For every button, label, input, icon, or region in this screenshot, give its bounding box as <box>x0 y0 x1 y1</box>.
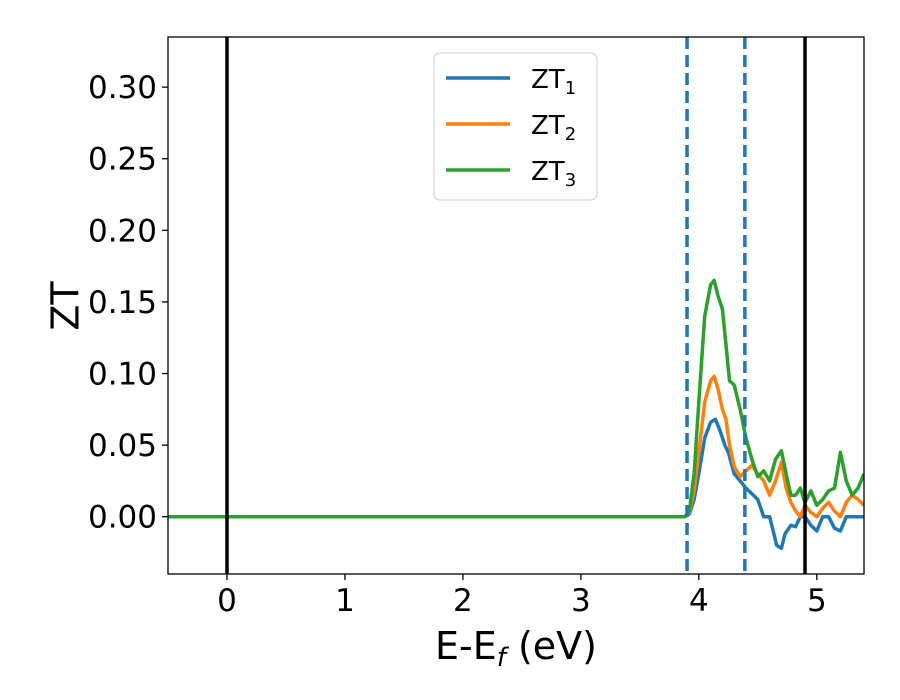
series-line-1 <box>168 417 864 550</box>
x-axis-title-main: E-E <box>435 624 497 668</box>
x-tick-label: 0 <box>217 583 237 619</box>
x-tick-label: 4 <box>689 583 709 619</box>
y-tick-label: 0.20 <box>88 213 157 249</box>
x-tick-label: 3 <box>571 583 591 619</box>
y-tick-label: 0.30 <box>88 70 157 106</box>
legend-label-3: ZT3 <box>531 157 576 191</box>
y-axis-title: ZT <box>44 281 88 331</box>
ticks-layer: 0 1 2 3 4 5 0.00 0.05 0.10 0.15 0.20 0.25 0.30 <box>88 70 827 619</box>
legend: ZT1 ZT2 ZT3 <box>433 52 598 201</box>
x-tick-label: 5 <box>807 583 827 619</box>
x-axis-title: E-Ef (eV) <box>435 624 597 673</box>
legend-label-1: ZT1 <box>531 65 576 99</box>
y-tick-label: 0.10 <box>88 357 157 393</box>
y-tick-label: 0.00 <box>88 500 157 536</box>
legend-label-2: ZT2 <box>531 111 576 145</box>
plot-frame <box>167 36 865 575</box>
x-tick-label: 2 <box>453 583 473 619</box>
legend-box <box>433 52 598 201</box>
series-line-3 <box>168 278 864 519</box>
y-tick-label: 0.05 <box>88 428 157 464</box>
series-line-2 <box>168 374 864 519</box>
x-axis-title-unit: (eV) <box>506 624 597 668</box>
y-tick-label: 0.25 <box>88 142 157 178</box>
series-layer <box>168 37 864 574</box>
x-tick-label: 1 <box>335 583 355 619</box>
y-tick-label: 0.15 <box>88 285 157 321</box>
